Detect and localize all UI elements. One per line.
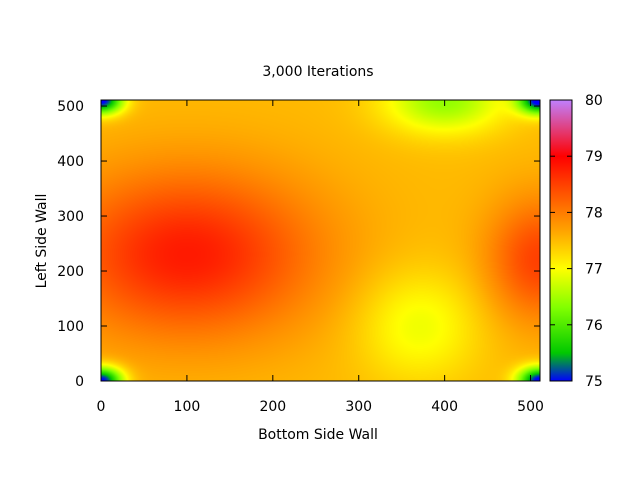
- x-tick-label: 100: [174, 399, 201, 415]
- x-tick-label: 500: [517, 399, 544, 415]
- heatmap-surface: [101, 100, 540, 381]
- x-tick-label: 200: [259, 399, 286, 415]
- plot-frame: [100, 99, 541, 382]
- x-axis: 0 100 200 300 400 500: [97, 100, 544, 415]
- y-axis: 0 100 200 300 400 500: [57, 99, 540, 390]
- y-axis-label: Left Side Wall: [34, 194, 50, 289]
- y-tick-label: 0: [75, 374, 84, 390]
- y-tick-label: 100: [57, 319, 84, 335]
- x-axis-label: Bottom Side Wall: [258, 427, 378, 443]
- colorbar-tick-label: 80: [585, 93, 603, 109]
- y-tick-label: 500: [57, 99, 84, 115]
- colorbar-tick-label: 77: [585, 262, 603, 278]
- x-tick-label: 300: [345, 399, 372, 415]
- y-tick-label: 200: [57, 264, 84, 280]
- colorbar-tick-label: 79: [585, 149, 603, 165]
- colorbar-tick-label: 75: [585, 374, 603, 390]
- y-tick-label: 400: [57, 154, 84, 170]
- chart-title: 3,000 Iterations: [262, 64, 373, 80]
- colorbar-tick-label: 76: [585, 318, 603, 334]
- colorbar-axis: 75 76 77 78 79 80: [550, 93, 603, 390]
- y-tick-label: 300: [57, 209, 84, 225]
- colorbar-tick-label: 78: [585, 205, 603, 221]
- colorbar: [549, 99, 573, 382]
- x-tick-label: 0: [97, 399, 106, 415]
- x-tick-label: 400: [431, 399, 458, 415]
